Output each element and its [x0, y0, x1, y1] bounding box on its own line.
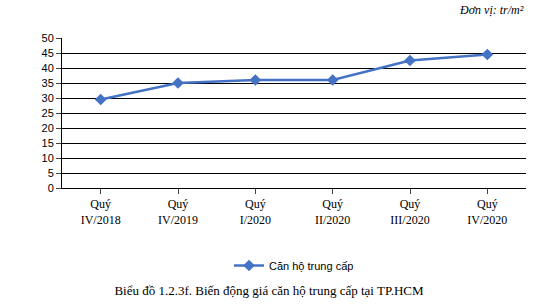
svg-text:50: 50 [42, 32, 54, 44]
svg-text:QuýIII/2020: QuýIII/2020 [390, 197, 429, 227]
svg-text:QuýIV/2020: QuýIV/2020 [467, 197, 507, 227]
svg-text:15: 15 [42, 137, 54, 149]
svg-text:10: 10 [42, 152, 54, 164]
svg-text:QuýIV/2019: QuýIV/2019 [158, 197, 198, 227]
svg-text:Căn hộ trung cấp: Căn hộ trung cấp [269, 260, 353, 272]
svg-text:Biểu đồ 1.2.3f. Biến động giá: Biểu đồ 1.2.3f. Biến động giá căn hộ tru… [114, 283, 424, 298]
svg-text:35: 35 [42, 77, 54, 89]
svg-text:25: 25 [42, 107, 54, 119]
svg-text:QuýII/2020: QuýII/2020 [315, 197, 350, 227]
svg-text:Đơn vị: tr/m²: Đơn vị: tr/m² [459, 3, 524, 17]
svg-text:0: 0 [48, 182, 54, 194]
svg-text:40: 40 [42, 62, 54, 74]
svg-text:QuýIV/2018: QuýIV/2018 [81, 197, 121, 227]
svg-text:5: 5 [48, 167, 54, 179]
svg-text:45: 45 [42, 47, 54, 59]
svg-text:20: 20 [42, 122, 54, 134]
svg-text:QuýI/2020: QuýI/2020 [240, 197, 271, 227]
svg-text:30: 30 [42, 92, 54, 104]
